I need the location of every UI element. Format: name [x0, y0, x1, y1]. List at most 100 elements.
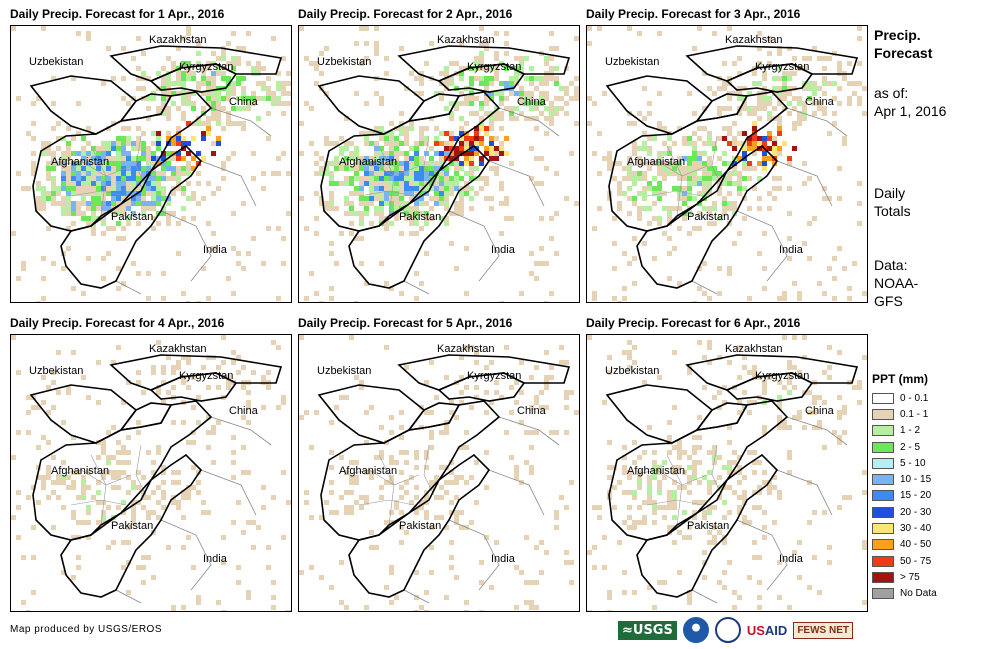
country-label-afghanistan: Afghanistan	[339, 156, 398, 168]
country-label-afghanistan: Afghanistan	[627, 156, 686, 168]
legend-label: 30 - 40	[900, 523, 932, 535]
panel-5: Daily Precip. Forecast for 5 Apr., 2016 …	[298, 316, 580, 616]
country-label-kyrgyzstan: Kyrgyzstan	[467, 370, 522, 382]
panel-title: Daily Precip. Forecast for 5 Apr., 2016	[298, 316, 513, 330]
legend: PPT (mm) 0 - 0.1 0.1 - 1 1 - 2 2 - 5 5 - 10 1…	[872, 372, 972, 602]
legend-item: 40 - 50	[872, 537, 972, 553]
usaid-logo-aid: AID	[764, 622, 788, 638]
country-label-afghanistan: Afghanistan	[51, 156, 110, 168]
country-label-china: China	[229, 96, 258, 108]
precip-map: Kazakhstan Uzbekistan Kyrgyzstan China Afgha…	[10, 334, 292, 612]
country-label-pakistan: Pakistan	[399, 520, 442, 532]
legend-item: 1 - 2	[872, 423, 972, 439]
legend-item: 0 - 0.1	[872, 390, 972, 406]
country-label-afghanistan: Afghanistan	[51, 465, 110, 477]
usaid-logo: USAID	[747, 623, 787, 638]
panel-title: Daily Precip. Forecast for 6 Apr., 2016	[586, 316, 801, 330]
country-label-uzbekistan: Uzbekistan	[605, 365, 660, 377]
legend-label: 15 - 20	[900, 490, 932, 502]
legend-swatch	[872, 441, 894, 453]
country-label-uzbekistan: Uzbekistan	[29, 56, 84, 68]
legend-swatch	[872, 588, 894, 600]
sidebar-asof-line1: as of:	[874, 85, 909, 101]
map-svg	[299, 26, 579, 302]
usgs-logo: ≈USGS	[618, 620, 677, 640]
legend-label: 2 - 5	[900, 441, 921, 453]
legend-label: 0.1 - 1	[900, 408, 929, 420]
credit-text: Map produced by USGS/EROS	[10, 624, 163, 635]
map-svg	[11, 335, 291, 611]
panel-title: Daily Precip. Forecast for 3 Apr., 2016	[586, 7, 801, 21]
sidebar-daily-line1: Daily	[874, 185, 906, 201]
noaa-logo	[682, 617, 709, 643]
country-label-pakistan: Pakistan	[687, 211, 730, 223]
sidebar-asof-line2: Apr 1, 2016	[874, 103, 947, 119]
legend-title: PPT (mm)	[872, 372, 929, 386]
legend-swatch	[872, 457, 894, 469]
legend-item: 5 - 10	[872, 455, 972, 471]
country-label-kyrgyzstan: Kyrgyzstan	[179, 370, 234, 382]
legend-swatch	[872, 506, 894, 518]
legend-swatch	[872, 425, 894, 437]
country-label-china: China	[517, 96, 546, 108]
legend-label: 5 - 10	[900, 457, 926, 469]
country-label-uzbekistan: Uzbekistan	[317, 56, 372, 68]
country-label-kazakhstan: Kazakhstan	[437, 343, 495, 355]
country-label-kazakhstan: Kazakhstan	[725, 34, 783, 46]
legend-item: 20 - 30	[872, 504, 972, 520]
country-label-china: China	[805, 96, 834, 108]
country-label-afghanistan: Afghanistan	[627, 465, 686, 477]
legend-item: No Data	[872, 586, 972, 602]
map-svg	[587, 335, 867, 611]
map-svg	[587, 26, 867, 302]
panel-4: Daily Precip. Forecast for 4 Apr., 2016 …	[10, 316, 292, 616]
country-label-india: India	[203, 553, 227, 565]
country-label-india: India	[491, 553, 515, 565]
country-label-india: India	[779, 244, 803, 256]
legend-label: 10 - 15	[900, 474, 932, 486]
country-label-india: India	[203, 244, 227, 256]
usaid-logo-us: US	[746, 622, 765, 638]
sidebar-data-source: Data: NOAA- GFS	[874, 256, 918, 310]
legend-swatch	[872, 555, 894, 567]
sidebar-data-line2: NOAA-	[874, 275, 919, 291]
panel-3: Daily Precip. Forecast for 3 Apr., 2016 …	[586, 7, 868, 307]
legend-item: 50 - 75	[872, 553, 972, 569]
legend-label: 1 - 2	[900, 425, 921, 437]
legend-swatch	[872, 490, 894, 502]
legend-label: 0 - 0.1	[900, 392, 929, 404]
precip-map: Kazakhstan Uzbekistan Kyrgyzstan China Afgha…	[298, 25, 580, 303]
panel-title: Daily Precip. Forecast for 1 Apr., 2016	[10, 7, 225, 21]
sidebar-title-line1: Precip.	[874, 27, 921, 43]
legend-swatch	[872, 523, 894, 535]
legend-label: > 75	[900, 571, 920, 583]
legend-item: > 75	[872, 569, 972, 585]
panel-title: Daily Precip. Forecast for 2 Apr., 2016	[298, 7, 513, 21]
legend-swatch	[872, 474, 894, 486]
sidebar-title: Precip. Forecast	[874, 26, 932, 62]
panel-title: Daily Precip. Forecast for 4 Apr., 2016	[10, 316, 225, 330]
legend-item: 30 - 40	[872, 520, 972, 536]
country-label-uzbekistan: Uzbekistan	[317, 365, 372, 377]
legend-item: 15 - 20	[872, 488, 972, 504]
legend-item: 10 - 15	[872, 471, 972, 487]
precip-map: Kazakhstan Uzbekistan Kyrgyzstan China Afgha…	[10, 25, 292, 303]
country-label-kazakhstan: Kazakhstan	[149, 34, 207, 46]
map-svg	[299, 335, 579, 611]
country-label-china: China	[517, 405, 546, 417]
precip-map: Kazakhstan Uzbekistan Kyrgyzstan China Afgha…	[586, 25, 868, 303]
country-label-afghanistan: Afghanistan	[339, 465, 398, 477]
country-label-pakistan: Pakistan	[111, 211, 154, 223]
legend-swatch	[872, 539, 894, 551]
legend-label: 50 - 75	[900, 555, 932, 567]
country-label-kyrgyzstan: Kyrgyzstan	[467, 61, 522, 73]
legend-swatch	[872, 408, 894, 420]
precip-map: Kazakhstan Uzbekistan Kyrgyzstan China Afgha…	[586, 334, 868, 612]
sidebar-data-line3: GFS	[874, 293, 903, 309]
country-label-china: China	[805, 405, 834, 417]
country-label-kyrgyzstan: Kyrgyzstan	[755, 61, 810, 73]
legend-swatch	[872, 392, 894, 404]
country-label-kyrgyzstan: Kyrgyzstan	[179, 61, 234, 73]
panel-6: Daily Precip. Forecast for 6 Apr., 2016 …	[586, 316, 868, 616]
country-label-uzbekistan: Uzbekistan	[29, 365, 84, 377]
